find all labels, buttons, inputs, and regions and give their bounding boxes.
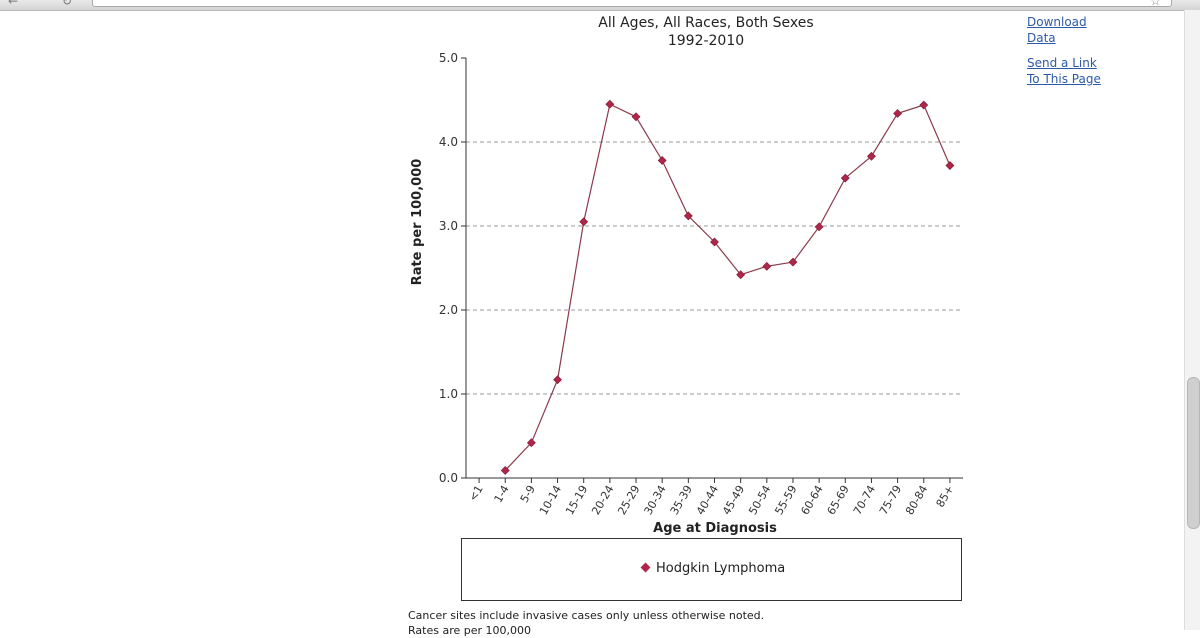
y-tick-label: 5.0: [439, 51, 458, 65]
grid-lines: [466, 141, 963, 395]
data-point: [526, 438, 536, 448]
address-bar[interactable]: [92, 0, 1172, 7]
x-tick-label: 70-74: [851, 483, 878, 517]
x-tick-label: 10-14: [537, 483, 564, 517]
data-point: [867, 151, 876, 161]
x-tick-label: 25-29: [615, 483, 642, 517]
y-tick-label: 3.0: [439, 219, 458, 233]
legend-label: Hodgkin Lymphoma: [656, 561, 786, 576]
reload-icon[interactable]: ↻: [62, 0, 73, 8]
data-point: [683, 211, 693, 221]
data-point: [710, 237, 719, 247]
data-point: [893, 109, 903, 118]
data-point: [814, 222, 824, 232]
data-point: [736, 270, 746, 280]
x-tick-label: 40-44: [694, 483, 721, 517]
y-tick-label: 1.0: [439, 387, 458, 401]
y-tick-label: 2.0: [439, 303, 458, 317]
x-ticks: <1 1-4 5-910-1415-1920-2425-2930-3435-3940…: [466, 478, 957, 517]
send-link-link[interactable]: Send a Link To This Page: [1027, 56, 1101, 86]
x-tick-label: 60-64: [798, 483, 825, 517]
y-axis-label: Rate per 100,000: [410, 159, 425, 286]
axes: [465, 58, 963, 479]
footnotes: Cancer sites include invasive cases only…: [408, 608, 764, 638]
y-ticks: 0.0 1.0 2.0 3.0 4.0 5.0: [439, 51, 466, 485]
scrollbar-thumb[interactable]: [1187, 377, 1200, 529]
data-point: [553, 375, 562, 385]
browser-toolbar: ← ↻ ☆: [0, 0, 1200, 11]
data-point: [919, 100, 929, 110]
x-tick-label: 15-19: [563, 483, 590, 517]
line-chart: All Ages, All Races, Both Sexes 1992-201…: [410, 15, 963, 536]
x-axis-label: Age at Diagnosis: [653, 521, 777, 536]
data-point: [762, 261, 772, 271]
data-point: [500, 466, 510, 475]
x-tick-label: 5-9: [518, 483, 538, 505]
back-icon[interactable]: ←: [8, 0, 19, 8]
series-layer: [500, 99, 955, 475]
legend: Hodgkin Lymphoma: [461, 538, 962, 601]
x-tick-label: 45-49: [720, 483, 747, 517]
x-tick-label: 1-4: [492, 483, 512, 505]
data-point: [657, 156, 667, 165]
data-point: [605, 99, 615, 109]
bookmark-star-icon[interactable]: ☆: [1150, 0, 1161, 8]
data-point: [631, 112, 641, 122]
x-tick-label: 50-54: [746, 483, 773, 517]
x-tick-label: 65-69: [825, 483, 852, 517]
legend-item-hodgkin: Hodgkin Lymphoma: [640, 561, 786, 576]
vertical-scrollbar[interactable]: [1184, 10, 1200, 630]
download-data-link[interactable]: Download Data: [1027, 15, 1087, 45]
x-tick-label: <1: [466, 483, 485, 504]
y-tick-label: 4.0: [439, 135, 458, 149]
x-tick-label: 80-84: [903, 483, 930, 517]
chart-subtitle: 1992-2010: [668, 33, 744, 49]
data-point: [579, 217, 589, 227]
series-line: [504, 103, 951, 471]
side-links: Download Data Send a Link To This Page: [1027, 14, 1107, 87]
footnote-line-2: Rates are per 100,000: [408, 624, 531, 637]
footnote-line-1: Cancer sites include invasive cases only…: [408, 609, 765, 622]
data-point: [945, 161, 955, 170]
chart-title: All Ages, All Races, Both Sexes: [598, 15, 813, 31]
x-tick-label: 30-34: [642, 483, 669, 517]
diamond-marker-icon: [640, 562, 651, 573]
x-tick-label: 55-59: [772, 483, 799, 517]
data-point: [840, 173, 850, 183]
x-tick-label: 35-39: [668, 483, 695, 517]
x-tick-label: 75-79: [877, 483, 904, 517]
x-tick-label: 20-24: [589, 483, 616, 517]
x-tick-label: 85+: [934, 483, 957, 510]
y-tick-label: 0.0: [439, 471, 458, 485]
data-point: [788, 257, 798, 267]
